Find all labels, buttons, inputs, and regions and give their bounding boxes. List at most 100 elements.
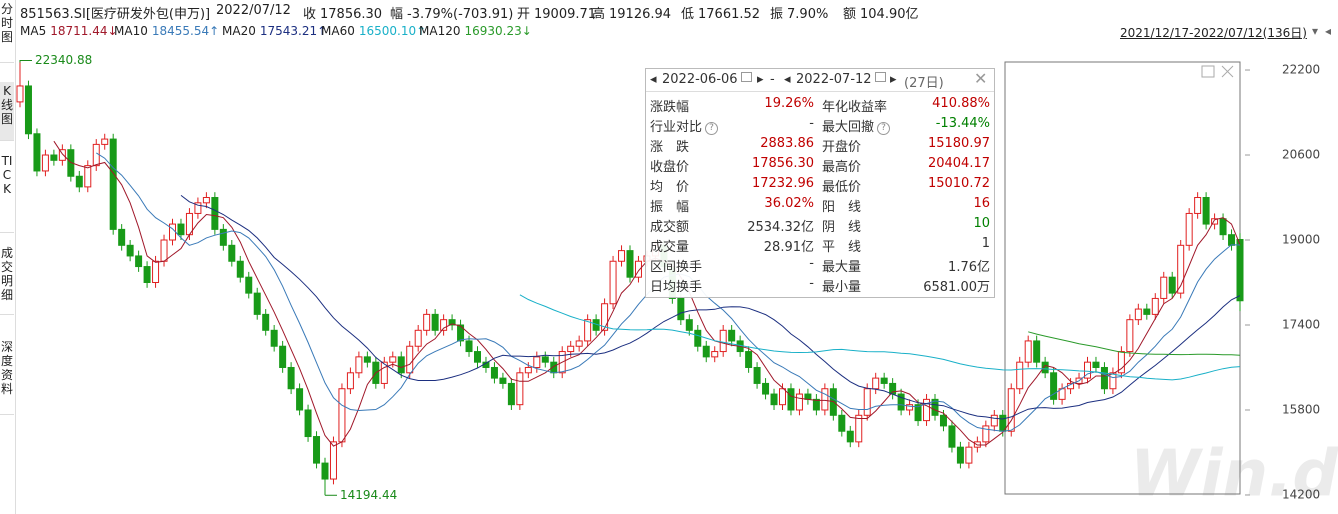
- candle-body: [270, 329, 278, 347]
- candle-body: [694, 329, 702, 347]
- candle-body: [897, 393, 905, 411]
- stat-value: 10: [973, 216, 990, 231]
- candle-body: [355, 356, 363, 374]
- prev-icon[interactable]: ◂: [650, 72, 657, 87]
- candle-body: [321, 462, 329, 480]
- tab[interactable]: 分时图: [0, 0, 14, 63]
- candle-body: [634, 260, 642, 278]
- candle-body: [787, 388, 795, 411]
- candle-body: [719, 329, 727, 353]
- candle-body: [906, 404, 914, 411]
- tab[interactable]: TICK: [0, 152, 14, 233]
- candle-body: [914, 404, 922, 422]
- min-label: 14194.44: [340, 488, 397, 502]
- stat-value: 15180.97: [927, 136, 990, 151]
- candle-body: [863, 388, 871, 416]
- popup-header: ◂ 2022-06-06 ▸ - ◂ 2022-07-12 ▸ (27日) ✕: [646, 69, 994, 92]
- candle-body: [795, 393, 803, 411]
- candle-body: [1134, 308, 1142, 321]
- ma-item: MA5 18711.44↓: [20, 24, 118, 38]
- candle-body: [194, 202, 202, 214]
- collapse[interactable]: ◂: [1325, 24, 1332, 38]
- quote-item: 振 7.90%: [770, 3, 828, 22]
- ma-line: [180, 195, 1241, 420]
- candle-body: [152, 260, 160, 283]
- next-icon[interactable]: ▸: [890, 72, 897, 87]
- quote-value: 19126.94: [609, 7, 672, 22]
- ma-name: MA120: [419, 24, 461, 38]
- max-label: 22340.88: [35, 53, 92, 67]
- candle-body: [84, 165, 92, 188]
- stat-label: 日均换手: [650, 280, 703, 295]
- candle-body: [1177, 244, 1185, 294]
- candle-body: [762, 382, 770, 395]
- tab[interactable]: 深度资料: [0, 338, 14, 415]
- max-pointer: [19, 60, 32, 63]
- selection-box: [1004, 61, 1241, 495]
- candle-body: [753, 366, 761, 384]
- candle-body: [1109, 372, 1117, 390]
- date-range[interactable]: 2021/12/17-2022/07/12(136日): [1120, 26, 1307, 40]
- tab[interactable]: K线图: [0, 82, 14, 141]
- help-icon[interactable]: ?: [705, 122, 719, 135]
- stat-value: -: [809, 116, 814, 131]
- dropdown[interactable]: ▾: [1312, 24, 1319, 38]
- help-icon[interactable]: ?: [877, 122, 891, 135]
- y-tick-label: 19000: [1282, 233, 1320, 247]
- next-icon[interactable]: ▸: [757, 72, 764, 87]
- start-date[interactable]: 2022-06-06: [662, 72, 738, 87]
- candle-body: [1194, 197, 1202, 214]
- end-date[interactable]: 2022-07-12: [796, 72, 872, 87]
- candle-body: [1100, 366, 1108, 390]
- tab[interactable]: 成交明细: [0, 244, 14, 315]
- quote-label: 振: [770, 7, 784, 22]
- calendar-icon[interactable]: [875, 72, 886, 82]
- candle-body: [24, 85, 32, 135]
- candle-body: [855, 414, 863, 443]
- stat-value: 19.26%: [764, 96, 814, 111]
- candle-body: [126, 244, 134, 257]
- y-tick-label: 15800: [1282, 402, 1320, 416]
- candle-body: [838, 414, 846, 432]
- close-icon[interactable]: [1221, 65, 1234, 78]
- close-button[interactable]: ✕: [974, 69, 988, 88]
- ma-line: [519, 294, 1241, 381]
- candle-body: [75, 175, 83, 188]
- candle-body: [982, 425, 990, 443]
- stat-label: 区间换手: [650, 260, 703, 275]
- quote-value: -3.79%(-703.91): [407, 7, 514, 22]
- quote-item: 收 17856.30: [303, 3, 382, 22]
- candle-body: [1016, 361, 1024, 390]
- candle-body: [533, 356, 541, 368]
- candle-body: [939, 414, 947, 427]
- stat-label: 开盘价: [822, 140, 862, 155]
- candle-body: [474, 351, 481, 363]
- stat-value: 28.91亿: [763, 240, 814, 255]
- stat-label: 收盘价: [650, 160, 690, 175]
- candle-body: [135, 255, 143, 268]
- y-tick-label: 20600: [1282, 148, 1320, 162]
- security-name: 851563.SI[医疗研发外包(申万)]: [20, 7, 211, 22]
- stat-value: 20404.17: [927, 156, 990, 171]
- stat-value: 36.02%: [764, 196, 814, 211]
- prev-icon[interactable]: ◂: [784, 72, 791, 87]
- candle-body: [524, 366, 532, 374]
- candle-body: [296, 388, 304, 411]
- stat-label: 涨 跌: [650, 140, 690, 155]
- candle-body: [812, 398, 820, 411]
- restore-icon[interactable]: [1201, 65, 1215, 78]
- candle-body: [821, 388, 829, 411]
- stat-value: -13.44%: [935, 116, 990, 131]
- ma-value: 17543.21↑: [259, 24, 328, 38]
- calendar-icon[interactable]: [741, 72, 752, 82]
- candle-body: [397, 356, 405, 374]
- quote-item: 低 17661.52: [681, 3, 760, 22]
- candle-body: [448, 319, 456, 326]
- watermark: Win.d: [1130, 438, 1338, 512]
- candle-body: [601, 303, 609, 331]
- candle-body: [846, 430, 854, 443]
- quote-value: 17661.52: [698, 7, 761, 22]
- candle-body: [211, 197, 219, 230]
- candle-body: [1168, 276, 1176, 294]
- stat-label: 涨跌幅: [650, 100, 690, 115]
